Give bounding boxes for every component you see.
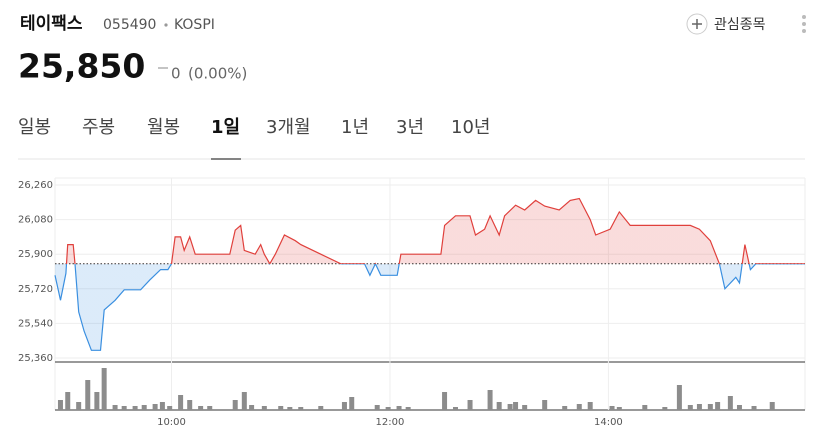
volume-bar <box>542 400 548 410</box>
volume-bar <box>727 396 733 410</box>
volume-bar <box>736 405 742 410</box>
volume-bar <box>513 402 519 410</box>
volume-bar <box>442 392 448 410</box>
volume-bar <box>751 406 757 410</box>
volume-bar <box>587 402 593 410</box>
separator-dot <box>164 23 168 27</box>
volume-bar <box>112 405 118 410</box>
stock-code: 055490 <box>103 17 156 33</box>
volume-bar <box>642 405 648 410</box>
tab[interactable]: 주봉 <box>82 117 115 138</box>
y-tick-label: 25,360 <box>18 353 53 364</box>
stock-name: 테이팩스 <box>20 14 83 34</box>
tab[interactable]: 1일 <box>211 117 240 138</box>
more-menu[interactable] <box>802 15 806 33</box>
chart: 26,260 26,080 25,900 25,720 25,540 25,360 10:0… <box>18 177 806 428</box>
y-tick-label: 26,080 <box>18 215 53 226</box>
watch-label: 관심종목 <box>714 17 766 33</box>
volume-bar <box>167 406 173 410</box>
volume-bar <box>178 395 184 410</box>
volume-bar <box>152 404 158 410</box>
volume-bar <box>662 407 668 410</box>
volume-bar <box>349 397 355 410</box>
volume-bar <box>159 402 165 410</box>
volume-bar <box>487 390 493 410</box>
volume-bar <box>522 405 528 410</box>
volume-bar <box>101 368 107 410</box>
volume-bar <box>676 385 682 410</box>
x-tick-label: 10:00 <box>157 417 186 428</box>
x-tick-label: 12:00 <box>376 417 405 428</box>
x-tick-label: 14:00 <box>594 417 623 428</box>
volume-bar <box>132 406 138 410</box>
volume-bar <box>141 405 147 410</box>
volume-bar <box>609 406 615 410</box>
volume-bar <box>298 407 304 410</box>
volume-bar <box>374 405 380 410</box>
volume-bar <box>467 400 473 410</box>
volume-bar <box>396 406 402 410</box>
volume-bar <box>198 406 204 410</box>
volume-bar <box>57 400 63 410</box>
tab[interactable]: 일봉 <box>18 117 51 138</box>
volume-bar <box>121 406 127 410</box>
volume-bar <box>278 406 284 410</box>
volume-bar <box>85 380 91 410</box>
volume-bar <box>318 406 324 410</box>
volume-bar <box>207 406 213 410</box>
y-tick-label: 25,900 <box>18 249 53 260</box>
volume-bar <box>405 407 411 410</box>
tab[interactable]: 3년 <box>396 117 424 138</box>
volume-bar <box>616 407 622 410</box>
price-line <box>54 197 805 351</box>
volume-bar <box>241 392 247 410</box>
plus-icon <box>686 13 708 35</box>
change-amount: 0 <box>171 65 181 83</box>
tab[interactable]: 월봉 <box>147 117 180 138</box>
plus-sign <box>692 19 702 29</box>
y-tick-label: 25,540 <box>18 318 53 329</box>
watch-button[interactable]: 관심종목 <box>686 13 766 35</box>
volume-bar <box>507 404 513 410</box>
period-tabs: 일봉 주봉 월봉 1일 3개월 1년 3년 10년 <box>18 117 490 160</box>
volume-bar <box>287 407 293 410</box>
volume-bar <box>385 407 391 410</box>
tab[interactable]: 3개월 <box>266 117 311 138</box>
volume-bar <box>76 402 82 410</box>
volume-bar <box>496 402 502 410</box>
volume-bar <box>687 405 693 410</box>
volume-bar <box>707 404 713 410</box>
tab[interactable]: 10년 <box>451 117 490 138</box>
volume-bar <box>187 400 193 410</box>
volume-bar <box>261 406 267 410</box>
y-tick-label: 26,260 <box>18 180 53 191</box>
volume-bar <box>341 402 347 410</box>
tab[interactable]: 1년 <box>341 117 369 138</box>
volume-bar <box>715 402 721 410</box>
volume-bar <box>696 404 702 410</box>
volume-bar <box>94 392 100 410</box>
change-percent: (0.00%) <box>188 65 247 83</box>
volume-bar <box>65 392 71 410</box>
price-area <box>55 198 805 351</box>
y-tick-label: 25,720 <box>18 284 53 295</box>
volume-bar <box>562 406 568 410</box>
volume-bar <box>249 405 255 410</box>
volume-bar <box>769 402 775 410</box>
volume-bar <box>576 404 582 410</box>
volume-bar <box>452 407 458 410</box>
current-price: 25,850 <box>18 47 145 86</box>
volume-bar <box>232 400 238 410</box>
market: KOSPI <box>174 17 215 33</box>
